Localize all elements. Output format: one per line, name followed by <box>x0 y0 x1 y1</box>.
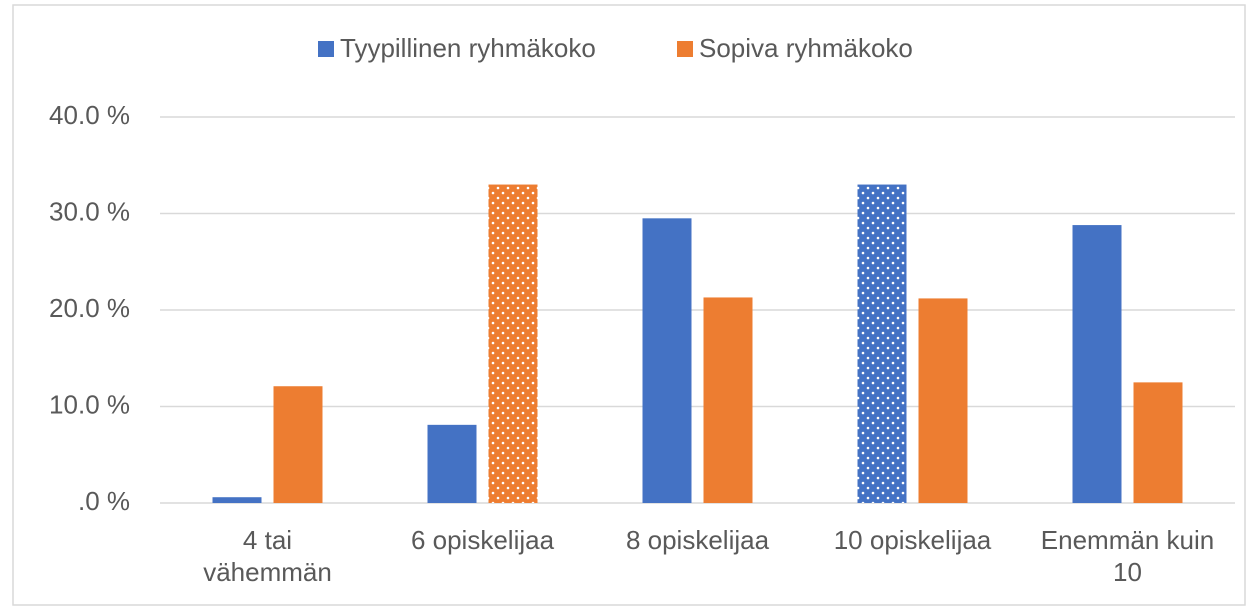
legend-label: Tyypillinen ryhmäkoko <box>340 33 596 63</box>
x-tick-label: 4 tai vähemmän <box>203 525 332 587</box>
legend-swatch <box>318 41 334 57</box>
chart-border <box>12 4 1246 606</box>
bar <box>427 424 477 503</box>
bar-pattern <box>857 184 907 504</box>
bar <box>1072 225 1122 503</box>
y-tick-label: 10.0 % <box>49 389 130 419</box>
bar <box>642 218 692 503</box>
x-tick-label: 8 opiskelijaa <box>625 525 770 555</box>
x-tick-label: 6 opiskelijaa <box>410 525 555 555</box>
x-tick-label: Enemmän kuin 10 <box>1040 525 1215 587</box>
bar <box>918 298 968 503</box>
bar <box>1133 382 1183 503</box>
bar <box>703 297 753 503</box>
legend-label: Sopiva ryhmäkoko <box>699 33 913 63</box>
y-tick-label: .0 % <box>78 486 130 516</box>
x-tick-label: 10 opiskelijaa <box>833 525 992 555</box>
bar <box>212 497 262 503</box>
bar-pattern <box>488 184 538 504</box>
legend-swatch <box>677 41 693 57</box>
bar <box>273 386 323 503</box>
y-tick-label: 30.0 % <box>49 196 130 226</box>
y-tick-label: 40.0 % <box>49 100 130 130</box>
y-tick-label: 20.0 % <box>49 293 130 323</box>
